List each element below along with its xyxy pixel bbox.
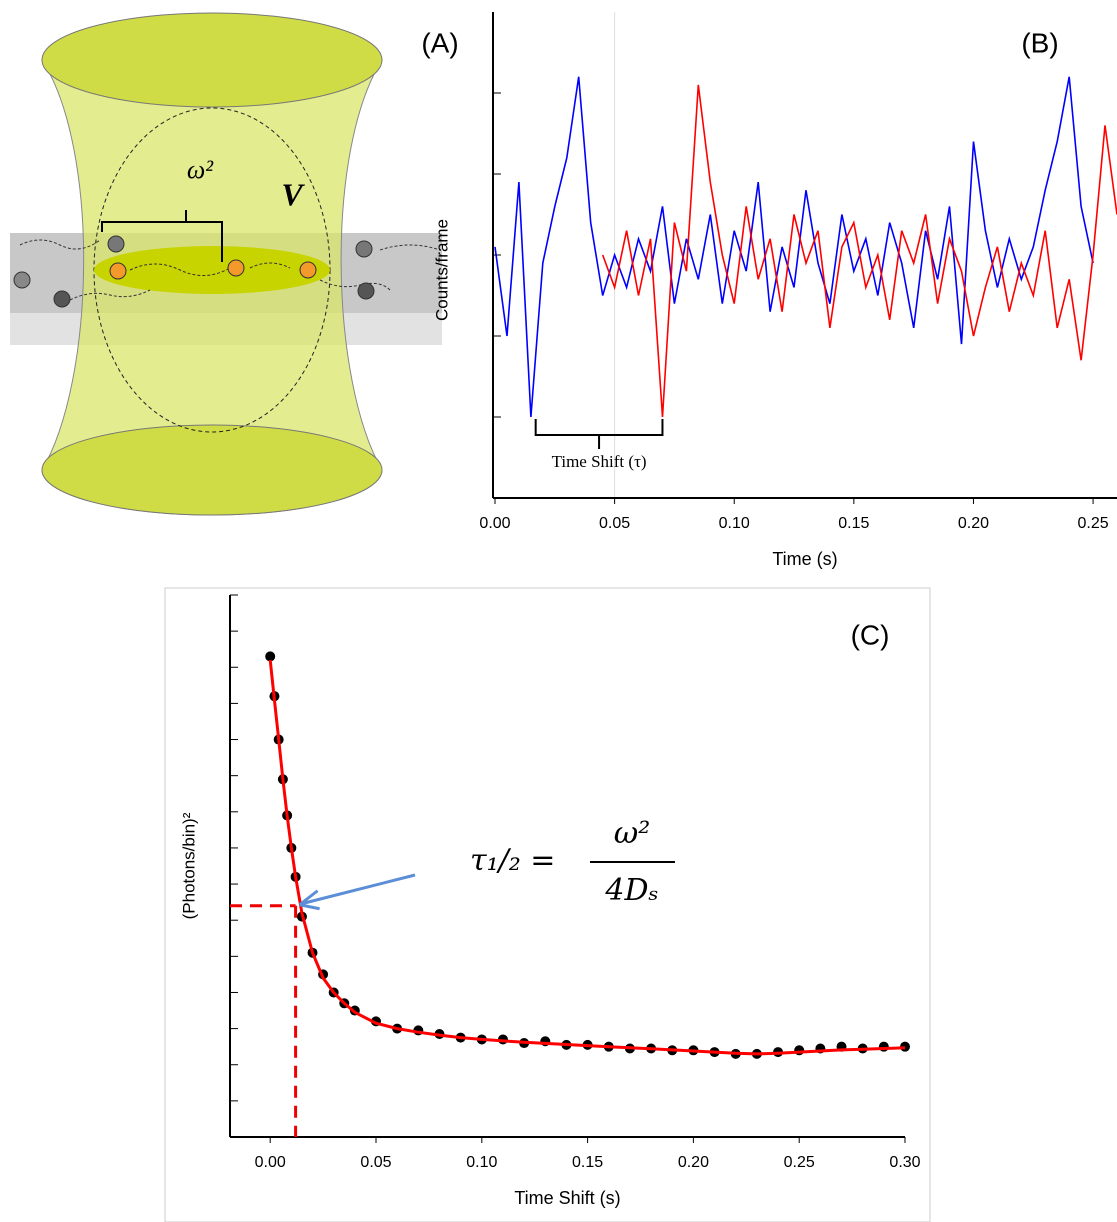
x-tick-label: 0.25 [1078,515,1109,532]
formula-numerator: ω² [614,816,651,851]
plot-area [265,651,910,1059]
particles [13,235,375,308]
arrow-head [298,889,320,911]
formula-lhs: τ₁/₂ = [470,843,555,878]
x-tick-label: 0.20 [678,1154,709,1171]
y-axis-title: Counts/frame [432,219,451,321]
formula-denominator: 4Dₛ [604,873,658,908]
y-axis-title: (Photons/bin)² [179,812,198,919]
x-tick-label: 0.05 [599,515,630,532]
x-tick-label: 0.30 [889,1154,920,1171]
arrow-shaft [301,873,416,906]
panel-label: (A) [421,27,458,58]
x-tick-label: 0.00 [255,1154,286,1171]
x-tick-label: 0.10 [466,1154,497,1171]
x-axis-title: Time Shift (s) [514,1188,620,1208]
x-tick-label: 0.25 [784,1154,815,1171]
panel-label: (C) [851,619,890,650]
width-label: ω² [187,155,214,184]
data-line [268,659,906,1056]
data-line [601,84,1117,418]
diagram: ω² V (A) [10,12,459,516]
data-point [878,1041,889,1052]
x-tick-label: 0.15 [572,1154,603,1171]
data-line [494,76,1094,418]
x-tick-label: 0.20 [958,515,989,532]
panel-label: (B) [1021,27,1058,58]
plot-area [494,76,1117,418]
bottom-ellipse [41,424,383,516]
data-point [265,651,276,662]
annotation: Time Shift (τ) [552,452,647,471]
waist-bracket [101,210,223,262]
beam-waist [94,246,330,294]
x-axis-title: Time (s) [772,549,837,569]
x-tick-label: 0.10 [719,515,750,532]
time-shift-bracket [534,419,664,449]
volume-label: V [281,176,305,212]
x-tick-label: 0.00 [479,515,510,532]
top-ellipse [41,12,383,108]
panel-c-frame [164,587,931,1222]
x-tick-label: 0.15 [838,515,869,532]
x-tick-label: 0.05 [360,1154,391,1171]
